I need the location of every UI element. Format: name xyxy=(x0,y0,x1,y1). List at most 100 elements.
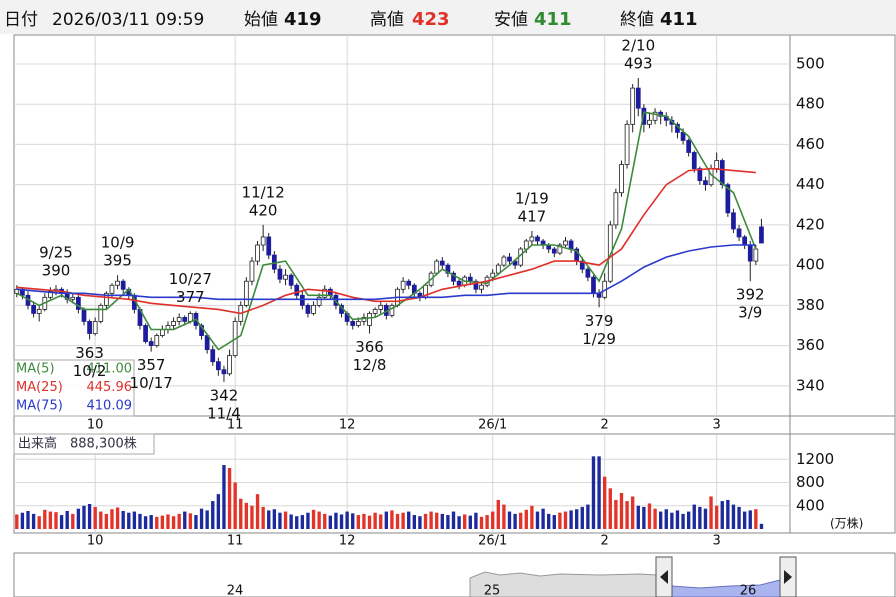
volume-bar xyxy=(345,511,349,529)
volume-bar xyxy=(575,509,579,529)
volume-bar xyxy=(625,501,629,529)
candle-body xyxy=(557,244,563,254)
candle-body xyxy=(742,236,748,246)
candle-body xyxy=(294,284,300,296)
candle-body xyxy=(697,168,703,182)
y-tick-label: 460 xyxy=(796,135,825,153)
volume-bar xyxy=(412,515,416,529)
volume-bar xyxy=(468,515,472,529)
volume-bar xyxy=(155,516,159,529)
volume-bar xyxy=(703,508,708,529)
annotation-date: 12/8 xyxy=(353,356,387,374)
candle-body xyxy=(607,224,613,282)
candle-body xyxy=(255,244,260,262)
candle-body xyxy=(568,240,574,250)
volume-bar xyxy=(742,511,747,529)
candle-body xyxy=(305,304,311,314)
volume-bar xyxy=(479,516,484,529)
volume-bar xyxy=(199,508,204,529)
navigator-label: 25 xyxy=(484,584,501,597)
annotation-value: 420 xyxy=(249,201,278,219)
candle-body xyxy=(378,304,384,310)
open-label: 始値 xyxy=(244,10,278,30)
volume-bar xyxy=(451,511,456,529)
y-tick-label: 400 xyxy=(796,256,825,274)
volume-bar xyxy=(463,514,467,529)
volume-bar xyxy=(586,504,590,529)
annotation-date: 1/29 xyxy=(582,330,616,348)
candle-body xyxy=(277,268,283,280)
volume-bar xyxy=(138,513,142,529)
candle-body xyxy=(48,290,53,298)
x-tick-label: 12 xyxy=(339,534,356,549)
candle-body xyxy=(87,321,92,334)
handle-arrow xyxy=(784,570,792,584)
annotation-value: 395 xyxy=(103,252,132,270)
volume-bar xyxy=(183,511,187,529)
volume-bar xyxy=(401,512,405,529)
legend-value: 445.96 xyxy=(87,380,133,395)
x-tick-label: 10 xyxy=(87,534,104,549)
volume-bar xyxy=(608,488,612,529)
volume-bar xyxy=(754,509,758,529)
volume-bar xyxy=(563,511,568,529)
x-tick-label: 2 xyxy=(601,418,609,433)
volume-bar xyxy=(311,509,316,529)
candle-body xyxy=(501,256,507,266)
volume-bar xyxy=(513,513,517,529)
candle-body xyxy=(619,164,624,194)
volume-bar xyxy=(530,505,534,529)
candle-body xyxy=(243,280,249,306)
volume-tick-label: 400 xyxy=(796,496,825,514)
volume-bar xyxy=(272,509,277,529)
volume-bar xyxy=(519,512,523,529)
candle-body xyxy=(182,317,188,322)
candle-body xyxy=(647,119,652,125)
volume-bar xyxy=(334,512,338,529)
volume-bar xyxy=(418,516,422,529)
ma-line xyxy=(16,244,756,301)
volume-bar xyxy=(54,512,58,529)
candle-body xyxy=(98,304,104,322)
candle-body xyxy=(115,280,120,286)
volume-bar xyxy=(26,510,30,529)
annotation-date: 10/2 xyxy=(73,362,107,380)
x-tick-label: 11 xyxy=(227,418,244,433)
low-label: 安値 xyxy=(494,10,528,30)
volume-bar xyxy=(76,508,81,529)
volume-bar xyxy=(602,476,607,529)
volume-bar xyxy=(121,510,125,529)
annotation-value: 392 xyxy=(736,286,765,304)
high: 423 xyxy=(412,9,450,30)
candle-body xyxy=(288,274,294,286)
ma-line xyxy=(16,111,757,351)
candle-body xyxy=(266,236,272,256)
annotation-date: 10/27 xyxy=(169,270,212,288)
volume-bar xyxy=(93,506,97,529)
candle-body xyxy=(154,335,160,346)
low: 411 xyxy=(534,9,572,30)
ma-legend xyxy=(13,359,135,417)
x-tick-label: 10 xyxy=(87,418,104,433)
volume-bar xyxy=(642,506,646,529)
candle-body xyxy=(747,244,753,262)
candle-body xyxy=(759,226,764,244)
candle-body xyxy=(176,317,182,322)
close: 411 xyxy=(660,9,698,30)
annotation-value: 366 xyxy=(355,338,384,356)
volume-bar xyxy=(43,509,47,529)
volume-bar xyxy=(149,515,153,529)
candle-body xyxy=(585,268,591,278)
x-tick-label: 2 xyxy=(601,534,609,549)
x-tick-label: 12 xyxy=(339,418,356,433)
volume-bar xyxy=(395,513,400,529)
annotation-value: 342 xyxy=(210,386,239,404)
navigator-label: 24 xyxy=(227,584,244,597)
volume-bar xyxy=(317,511,321,529)
candle-body xyxy=(204,335,210,351)
volume-bar xyxy=(222,465,226,529)
candle-body xyxy=(731,212,736,230)
volume-bar xyxy=(580,506,584,529)
volume-bar xyxy=(306,512,310,529)
